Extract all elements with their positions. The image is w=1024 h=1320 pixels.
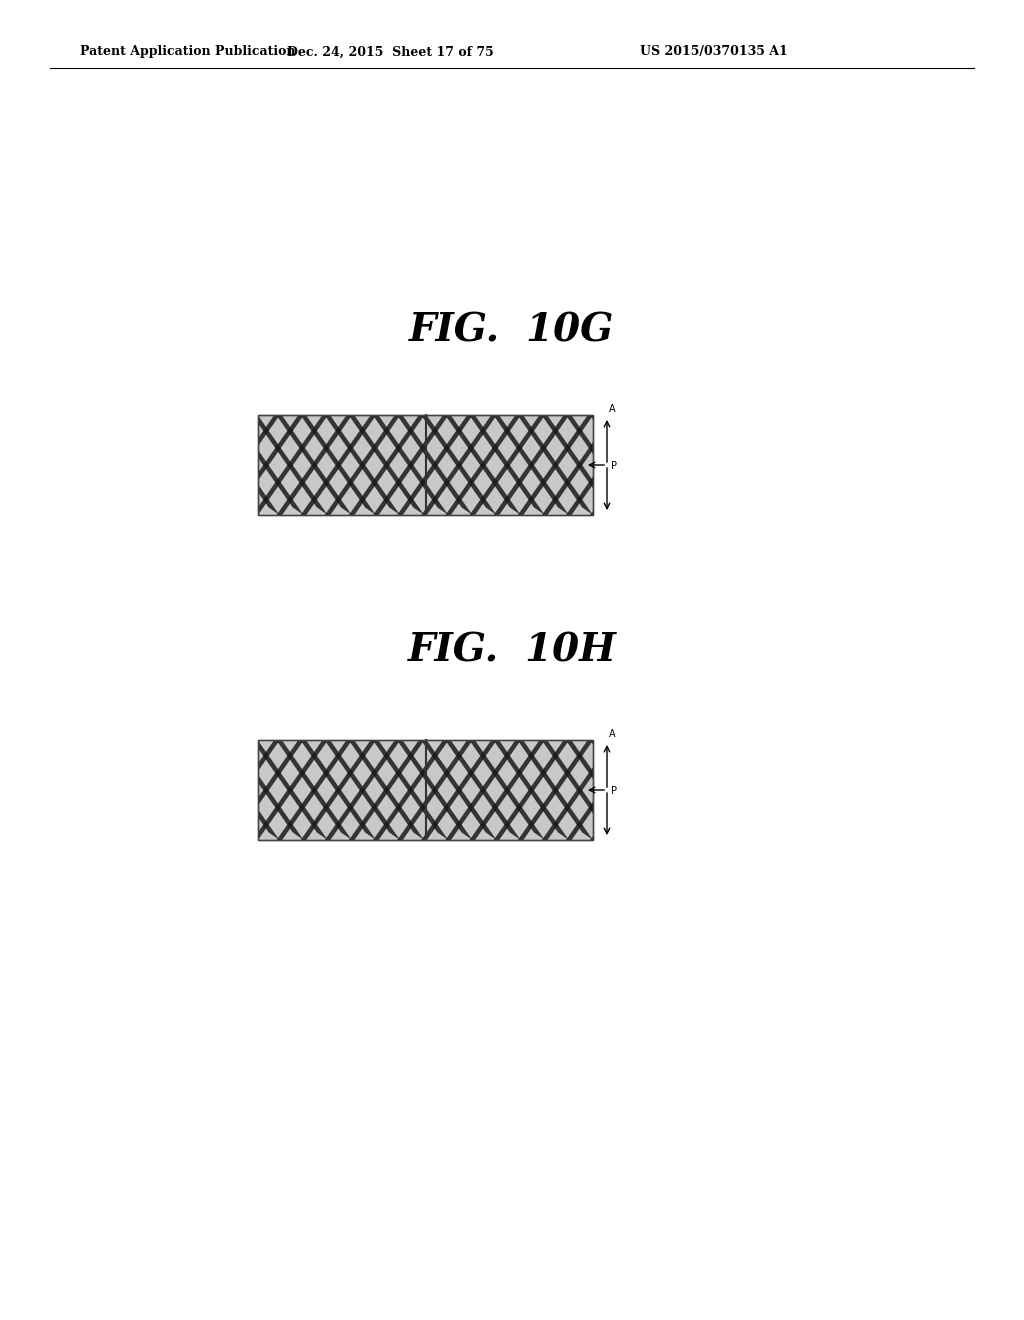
Polygon shape: [517, 741, 593, 840]
Polygon shape: [421, 741, 497, 840]
Polygon shape: [349, 741, 425, 840]
Polygon shape: [258, 450, 303, 515]
Polygon shape: [258, 414, 304, 480]
Polygon shape: [397, 414, 472, 515]
Polygon shape: [258, 484, 280, 515]
Text: P: P: [611, 461, 617, 471]
Polygon shape: [258, 741, 304, 805]
Polygon shape: [542, 442, 593, 515]
Text: FIG.  10H: FIG. 10H: [408, 631, 616, 669]
Polygon shape: [445, 414, 520, 515]
Polygon shape: [469, 414, 545, 515]
Polygon shape: [494, 414, 569, 515]
Polygon shape: [258, 741, 280, 771]
Polygon shape: [494, 414, 569, 515]
Bar: [258, 414, 593, 515]
Polygon shape: [348, 741, 424, 840]
Polygon shape: [421, 414, 497, 515]
Polygon shape: [517, 414, 593, 515]
Polygon shape: [565, 741, 593, 779]
Polygon shape: [397, 741, 472, 840]
Text: Patent Application Publication: Patent Application Publication: [80, 45, 296, 58]
Polygon shape: [565, 414, 593, 454]
Text: FIG.  10G: FIG. 10G: [410, 312, 614, 348]
Polygon shape: [276, 414, 352, 515]
Polygon shape: [421, 741, 497, 840]
Polygon shape: [325, 414, 400, 515]
Polygon shape: [373, 741, 449, 840]
Polygon shape: [301, 741, 376, 840]
Polygon shape: [258, 775, 303, 840]
Polygon shape: [445, 741, 521, 840]
Polygon shape: [590, 741, 593, 744]
Polygon shape: [542, 767, 593, 840]
Text: P: P: [611, 785, 617, 796]
Bar: [258, 741, 593, 840]
Polygon shape: [276, 741, 352, 840]
Polygon shape: [470, 414, 545, 515]
Polygon shape: [445, 414, 521, 515]
Polygon shape: [258, 741, 328, 840]
Polygon shape: [421, 414, 497, 515]
Polygon shape: [258, 414, 328, 515]
Polygon shape: [397, 741, 473, 840]
Polygon shape: [470, 741, 545, 840]
Polygon shape: [325, 414, 400, 515]
Polygon shape: [590, 511, 593, 515]
Text: US 2015/0370135 A1: US 2015/0370135 A1: [640, 45, 787, 58]
Polygon shape: [258, 416, 328, 515]
Polygon shape: [566, 801, 593, 840]
Polygon shape: [373, 414, 449, 515]
Polygon shape: [373, 741, 449, 840]
Polygon shape: [258, 809, 280, 840]
Text: A: A: [609, 404, 615, 414]
Polygon shape: [590, 414, 593, 420]
Polygon shape: [258, 414, 280, 446]
Polygon shape: [325, 741, 400, 840]
Polygon shape: [301, 414, 376, 515]
Polygon shape: [300, 414, 376, 515]
Polygon shape: [566, 477, 593, 515]
Polygon shape: [349, 414, 425, 515]
Polygon shape: [348, 414, 424, 515]
Polygon shape: [542, 741, 593, 813]
Polygon shape: [397, 414, 473, 515]
Polygon shape: [276, 741, 352, 840]
Polygon shape: [276, 414, 352, 515]
Polygon shape: [300, 741, 376, 840]
Text: A: A: [609, 729, 615, 739]
Polygon shape: [542, 414, 593, 488]
Polygon shape: [373, 414, 449, 515]
Polygon shape: [469, 741, 545, 840]
Polygon shape: [325, 741, 400, 840]
Text: Dec. 24, 2015  Sheet 17 of 75: Dec. 24, 2015 Sheet 17 of 75: [287, 45, 494, 58]
Polygon shape: [445, 741, 520, 840]
Polygon shape: [518, 741, 593, 840]
Bar: [258, 414, 593, 515]
Polygon shape: [258, 741, 328, 840]
Polygon shape: [494, 741, 569, 840]
Bar: [258, 741, 593, 840]
Polygon shape: [494, 741, 569, 840]
Polygon shape: [518, 414, 593, 515]
Polygon shape: [590, 836, 593, 840]
